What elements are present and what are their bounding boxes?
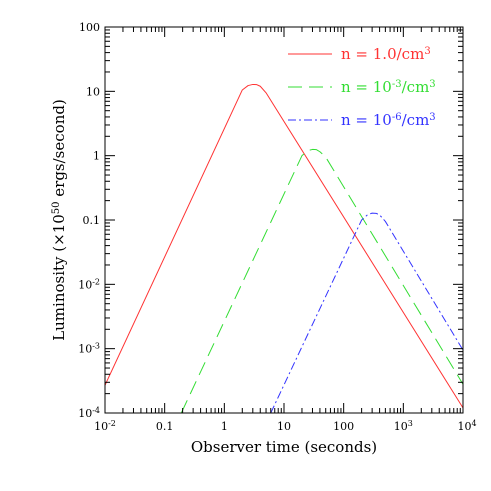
x-tick-label: 1 bbox=[221, 420, 228, 433]
y-tick-label: 10 bbox=[86, 85, 100, 98]
legend-label-2: n = 10-3/cm3 bbox=[341, 78, 436, 96]
x-tick-label: 0.1 bbox=[156, 420, 174, 433]
tick-labels-layer: 10-2 0.1 1 10 100 103 104 10-4 10-3 10-2 0.1 1 10 100 bbox=[78, 21, 476, 433]
x-tick-label: 10 bbox=[277, 420, 291, 433]
x-tick-label: 103 bbox=[394, 419, 413, 434]
y-tick-label: 10-4 bbox=[78, 406, 100, 421]
ticks-layer bbox=[104, 26, 464, 414]
y-tick-label: 0.1 bbox=[83, 214, 101, 227]
x-axis-title: Observer time (seconds) bbox=[191, 438, 377, 456]
series-line-1 bbox=[105, 83, 463, 409]
y-tick-label: 10-3 bbox=[78, 341, 100, 356]
legend-label-1: n = 1.0/cm3 bbox=[341, 45, 431, 63]
x-tick-label: 104 bbox=[457, 419, 476, 434]
series-line-2 bbox=[180, 148, 463, 413]
series-line-3 bbox=[270, 212, 463, 413]
y-tick-label: 1 bbox=[93, 150, 100, 163]
y-tick-label: 10-2 bbox=[78, 277, 100, 292]
y-axis-title: Luminosity (×1050 ergs/second) bbox=[50, 99, 68, 341]
legend-label-3: n = 10-6/cm3 bbox=[341, 111, 436, 129]
x-tick-label: 10-2 bbox=[94, 419, 116, 434]
y-tick-label: 100 bbox=[79, 21, 100, 34]
x-tick-label: 100 bbox=[333, 420, 354, 433]
legend: n = 1.0/cm3 n = 10-3/cm3 n = 10-6/cm3 bbox=[288, 45, 436, 129]
series-layer bbox=[105, 83, 463, 413]
